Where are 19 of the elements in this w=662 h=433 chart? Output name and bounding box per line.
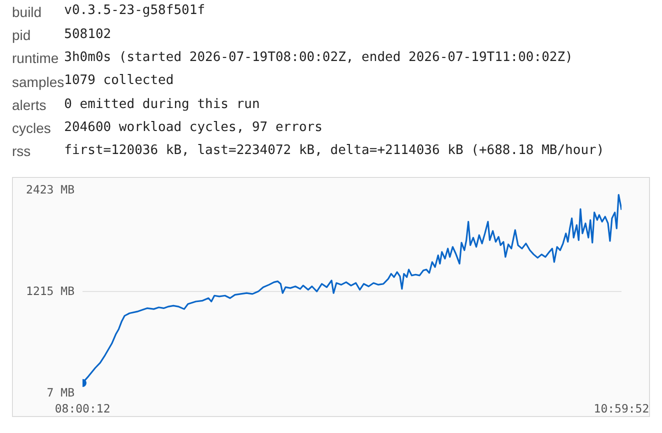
text: cycles bbox=[11, 119, 52, 138]
text: 0 emitted during this run bbox=[64, 96, 261, 114]
text: 508102 bbox=[64, 26, 112, 44]
text: rss bbox=[11, 142, 32, 162]
text: samples bbox=[11, 72, 64, 92]
text: build bbox=[11, 2, 43, 22]
text: 1079 collected bbox=[64, 72, 175, 90]
text: 204600 workload cycles, 97 errors bbox=[64, 118, 324, 137]
text: v0.3.5-23-g58f501f bbox=[64, 2, 206, 20]
text: first=120036 kB, last=2234072 kB, delta=+2114036 kB (+688.18 MB/hour) bbox=[64, 142, 604, 160]
y-tick-label: 2423 MB bbox=[26, 182, 75, 196]
text: runtime bbox=[11, 49, 60, 68]
text: alerts bbox=[11, 96, 48, 115]
y-tick-label: 1215 MB bbox=[26, 284, 75, 298]
x-tick-label: 10:59:52 bbox=[594, 402, 650, 416]
text: 3h0m0s (started 2026-07-19T08:00:02Z, ended 2026-07-19T11:00:02Z) bbox=[64, 48, 574, 67]
text: pid bbox=[11, 26, 32, 45]
x-tick-label: 08:00:12 bbox=[54, 402, 110, 416]
y-tick-label: 7 MB bbox=[46, 386, 75, 400]
